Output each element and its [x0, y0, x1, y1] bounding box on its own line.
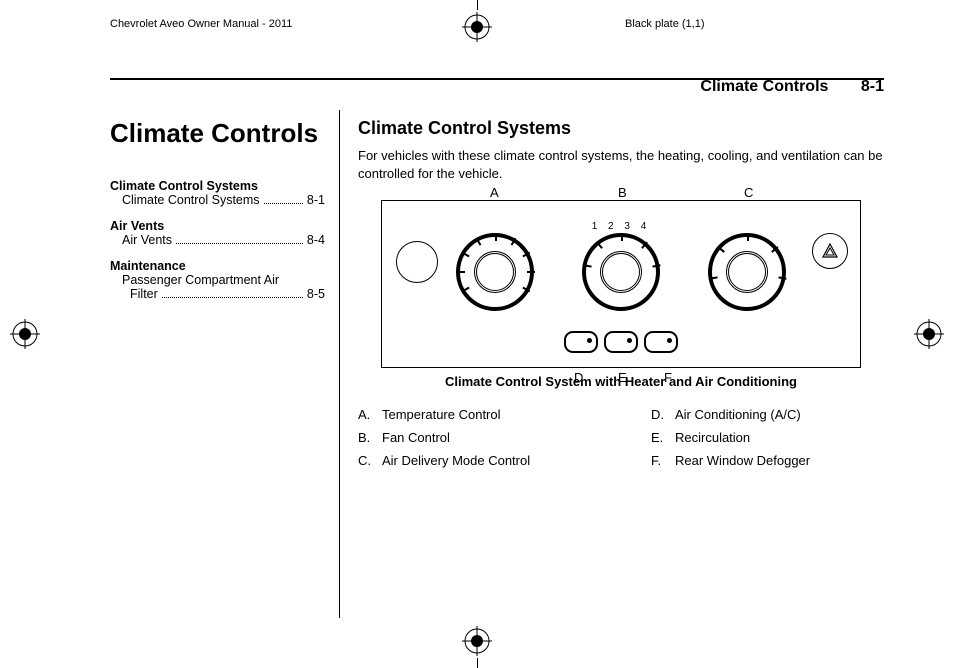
- page-content: Climate Controls Climate Control Systems…: [110, 110, 884, 618]
- left-blank-dial: [396, 241, 438, 283]
- figure-label-f: F: [664, 370, 672, 385]
- legend-letter: D.: [651, 407, 675, 422]
- legend-text: Air Conditioning (A/C): [675, 407, 801, 422]
- running-head-page: 8-1: [861, 78, 884, 95]
- legend-text: Recirculation: [675, 430, 750, 445]
- knob-inner-icon: [474, 251, 516, 293]
- legend-letter: E.: [651, 430, 675, 445]
- toc-group: Maintenance Passenger Compartment Air Fi…: [110, 259, 325, 301]
- legend-item: E. Recirculation: [651, 430, 884, 445]
- figure-label-a: A: [490, 185, 499, 200]
- toc-item: Passenger Compartment Air: [110, 273, 325, 287]
- legend-letter: F.: [651, 453, 675, 468]
- header-left-text: Chevrolet Aveo Owner Manual - 2011: [110, 18, 292, 30]
- legend-letter: A.: [358, 407, 382, 422]
- toc-item-label: Filter: [130, 287, 158, 301]
- section-heading: Climate Control Systems: [358, 118, 884, 139]
- section-intro: For vehicles with these climate control …: [358, 147, 884, 182]
- toc-item-page: 8-5: [307, 287, 325, 301]
- toc-leader-dots: [176, 233, 303, 244]
- legend-item: C. Air Delivery Mode Control: [358, 453, 591, 468]
- recirc-button-icon: [604, 331, 638, 353]
- legend-text: Rear Window Defogger: [675, 453, 810, 468]
- crop-mark-top: [477, 0, 478, 10]
- header-right-text: Black plate (1,1): [625, 18, 704, 30]
- toc-item-page: 8-4: [307, 233, 325, 247]
- running-head: Climate Controls 8-1: [692, 78, 884, 96]
- fan-knob: [582, 233, 660, 311]
- legend-text: Air Delivery Mode Control: [382, 453, 530, 468]
- toc-leader-dots: [162, 287, 303, 298]
- knob-inner-icon: [726, 251, 768, 293]
- toc-column: Climate Controls Climate Control Systems…: [110, 110, 340, 618]
- figure-label-b: B: [618, 185, 627, 200]
- registration-mark-left: [10, 319, 40, 349]
- main-column: Climate Control Systems For vehicles wit…: [340, 110, 884, 618]
- toc-item: Filter 8-5: [110, 287, 325, 301]
- header-rule: [110, 78, 884, 80]
- fan-speed-marks: 1 2 3 4: [592, 221, 651, 232]
- legend-column-left: A. Temperature Control B. Fan Control C.…: [358, 407, 591, 476]
- toc-item: Climate Control Systems 8-1: [110, 193, 325, 207]
- climate-figure: A B C D E F: [381, 200, 861, 368]
- toc-item-label: Passenger Compartment Air: [122, 273, 279, 287]
- figure-label-d: D: [574, 370, 583, 385]
- legend-text: Fan Control: [382, 430, 450, 445]
- temperature-knob: [456, 233, 534, 311]
- toc-group: Air Vents Air Vents 8-4: [110, 219, 325, 247]
- knob-inner-icon: [600, 251, 642, 293]
- legend-item: D. Air Conditioning (A/C): [651, 407, 884, 422]
- toc-group-head: Maintenance: [110, 259, 325, 273]
- toc-item-page: 8-1: [307, 193, 325, 207]
- crop-mark-bottom: [477, 658, 478, 668]
- page-title: Climate Controls: [110, 118, 325, 149]
- mode-knob: [708, 233, 786, 311]
- figure-label-c: C: [744, 185, 753, 200]
- toc-group: Climate Control Systems Climate Control …: [110, 179, 325, 207]
- hazard-triangle-icon: [821, 242, 839, 260]
- legend-item: F. Rear Window Defogger: [651, 453, 884, 468]
- toc-group-head: Air Vents: [110, 219, 325, 233]
- legend-item: A. Temperature Control: [358, 407, 591, 422]
- button-row: [564, 331, 678, 353]
- toc-item-label: Climate Control Systems: [122, 193, 260, 207]
- legend-item: B. Fan Control: [358, 430, 591, 445]
- defog-button-icon: [644, 331, 678, 353]
- toc-item-label: Air Vents: [122, 233, 172, 247]
- legend-column-right: D. Air Conditioning (A/C) E. Recirculati…: [651, 407, 884, 476]
- hazard-button: [812, 233, 848, 269]
- legend-letter: B.: [358, 430, 382, 445]
- running-head-section: Climate Controls: [700, 78, 828, 95]
- registration-mark-bottom: [462, 626, 492, 656]
- ac-button-icon: [564, 331, 598, 353]
- registration-mark-right: [914, 319, 944, 349]
- registration-mark-top: [462, 12, 492, 42]
- toc-group-head: Climate Control Systems: [110, 179, 325, 193]
- figure-legend: A. Temperature Control B. Fan Control C.…: [358, 407, 884, 476]
- legend-letter: C.: [358, 453, 382, 468]
- toc-leader-dots: [264, 193, 303, 204]
- legend-text: Temperature Control: [382, 407, 501, 422]
- toc-item: Air Vents 8-4: [110, 233, 325, 247]
- figure-label-e: E: [618, 370, 627, 385]
